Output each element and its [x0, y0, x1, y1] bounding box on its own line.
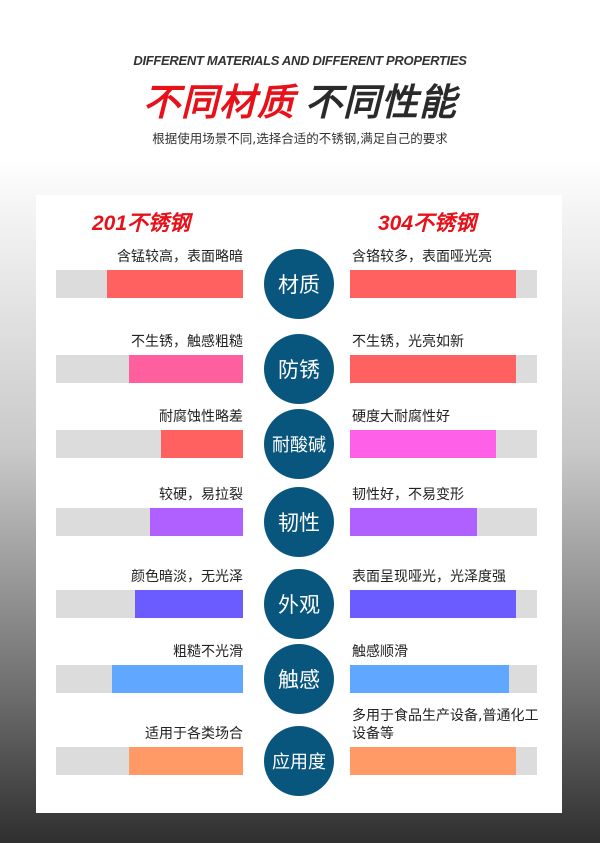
left-description: 颜色暗淡，无光泽	[131, 569, 243, 585]
left-description: 适用于各类场合	[145, 726, 243, 742]
left-bar-fill	[128, 747, 243, 775]
left-bar-fill	[160, 430, 243, 458]
right-bar	[350, 747, 537, 775]
right-bar	[350, 355, 537, 383]
property-circle: 外观	[264, 569, 334, 639]
left-bar-fill	[128, 355, 243, 383]
right-bar-fill	[350, 508, 478, 536]
right-bar-fill	[350, 270, 517, 298]
title-dark: 不同性能	[305, 81, 457, 124]
left-bar	[56, 747, 243, 775]
left-bar	[56, 508, 243, 536]
left-bar	[56, 590, 243, 618]
left-bar-fill	[134, 590, 243, 618]
left-bar	[56, 270, 243, 298]
right-description: 触感顺滑	[352, 644, 408, 660]
left-bar	[56, 665, 243, 693]
comparison-row: 耐腐蚀性略差 耐酸碱 硬度大耐腐性好	[0, 409, 600, 498]
comparison-row: 含锰较高，表面略暗 材质 含铬较多，表面哑光亮	[0, 249, 600, 338]
right-bar-fill	[350, 355, 517, 383]
comparison-row: 颜色暗淡，无光泽 外观 表面呈现哑光，光泽度强	[0, 569, 600, 658]
left-description: 不生锈，触感粗糙	[131, 334, 243, 350]
right-bar-fill	[350, 590, 517, 618]
left-bar-fill	[149, 508, 243, 536]
property-circle: 触感	[264, 644, 334, 714]
left-description: 粗糙不光滑	[173, 644, 243, 660]
left-bar	[56, 430, 243, 458]
right-description: 不生锈，光亮如新	[352, 334, 464, 350]
comparison-row: 较硬，易拉裂 韧性 韧性好，不易变形	[0, 487, 600, 576]
right-bar	[350, 430, 537, 458]
left-description: 较硬，易拉裂	[159, 487, 243, 503]
left-description: 含锰较高，表面略暗	[117, 249, 243, 265]
right-description: 表面呈现哑光，光泽度强	[352, 569, 506, 585]
property-circle: 防锈	[264, 334, 334, 404]
right-bar-fill	[350, 430, 496, 458]
subtitle: 根据使用场景不同,选择合适的不锈钢,满足自己的要求	[152, 131, 448, 146]
english-heading: DIFFERENT MATERIALS AND DIFFERENT PROPER…	[133, 53, 467, 68]
right-description: 硬度大耐腐性好	[352, 409, 450, 425]
right-description: 韧性好，不易变形	[352, 487, 464, 503]
left-description: 耐腐蚀性略差	[159, 409, 243, 425]
right-description: 含铬较多，表面哑光亮	[352, 249, 492, 265]
left-bar-fill	[106, 270, 243, 298]
title-red: 不同材质	[143, 81, 295, 124]
property-circle: 材质	[264, 249, 334, 319]
right-bar	[350, 590, 537, 618]
comparison-row: 适用于各类场合 应用度 多用于食品生产设备,普通化工设备等	[0, 708, 600, 815]
left-bar-fill	[112, 665, 243, 693]
right-description: 多用于食品生产设备,普通化工设备等	[352, 708, 539, 742]
column-head-304: 304不锈钢	[378, 212, 477, 235]
column-head-201: 201不锈钢	[92, 212, 191, 235]
property-circle: 耐酸碱	[264, 409, 334, 479]
right-bar	[350, 508, 537, 536]
right-bar	[350, 270, 537, 298]
comparison-row: 粗糙不光滑 触感 触感顺滑	[0, 644, 600, 733]
property-circle: 应用度	[264, 726, 334, 796]
right-bar	[350, 665, 537, 693]
comparison-row: 不生锈，触感粗糙 防锈 不生锈，光亮如新	[0, 334, 600, 423]
page-title: 不同材质 不同性能	[0, 72, 600, 126]
left-bar	[56, 355, 243, 383]
right-bar-fill	[350, 747, 517, 775]
right-bar-fill	[350, 665, 509, 693]
property-circle: 韧性	[264, 487, 334, 557]
